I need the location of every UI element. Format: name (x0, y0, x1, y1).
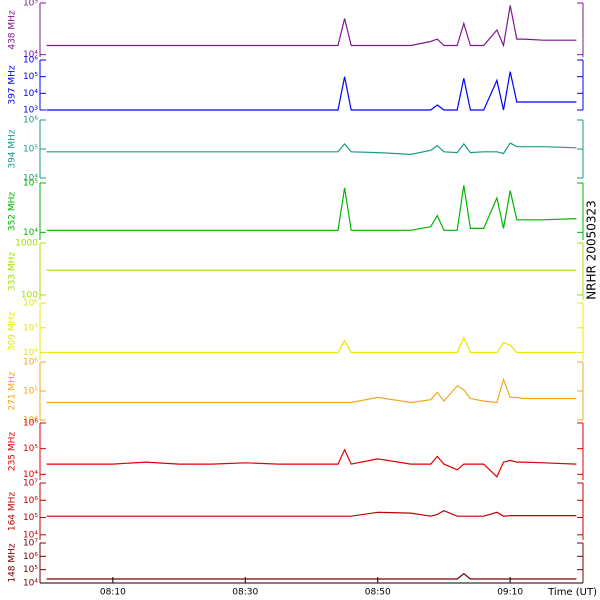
y-tick-label: 10⁵ (23, 387, 38, 397)
y-tick-label: 10⁵ (23, 444, 38, 454)
y-tick-label: 10⁶ (23, 358, 38, 368)
y-axis-label: 333 MHz (8, 252, 18, 292)
y-tick-label: 10⁴ (23, 348, 38, 358)
y-axis-label: 309 MHz (8, 312, 18, 352)
y-tick-label: 100 (21, 290, 38, 300)
y-axis-label: 438 MHz (8, 10, 18, 50)
series-line (46, 336, 577, 354)
x-tick-label: 08:10 (100, 588, 126, 598)
series-line (46, 448, 577, 478)
y-tick-label: 10⁶ (23, 496, 38, 506)
y-tick-label: 10⁶ (23, 299, 38, 309)
series-line (46, 142, 577, 156)
series-line (46, 5, 577, 48)
y-tick-label: 10⁴ (23, 174, 38, 184)
series-line (46, 510, 577, 517)
y-tick-label: 10⁴ (23, 416, 38, 426)
y-tick-label: 10⁴ (23, 470, 38, 480)
y-tick-label: 1000 (15, 239, 38, 249)
y-tick-label: 10⁴ (23, 579, 38, 589)
y-tick-label: 10⁵ (23, 72, 38, 82)
x-tick-label: 08:30 (232, 588, 258, 598)
x-tick-label: 09:10 (497, 588, 523, 598)
y-tick-label: 10⁵ (23, 145, 38, 155)
y-tick-label: 10⁶ (23, 116, 38, 126)
y-axis-label: 164 MHz (8, 492, 18, 532)
y-tick-label: 10⁵ (23, 179, 38, 189)
series-line (46, 185, 577, 231)
y-axis-label: 394 MHz (8, 129, 18, 169)
chart-title: NRHR 20050323 (585, 200, 599, 300)
x-tick-label: 08:50 (365, 588, 391, 598)
y-tick-label: 10⁷ (23, 539, 38, 549)
y-tick-label: 10⁶ (23, 552, 38, 562)
y-tick-label: 10⁵ (23, 513, 38, 523)
y-axis-label: 397 MHz (8, 65, 18, 105)
y-tick-label: 10⁵ (23, 0, 38, 9)
series-line (46, 377, 577, 404)
y-tick-label: 10³ (23, 106, 38, 116)
y-tick-label: 10⁴ (23, 50, 38, 60)
series-line (46, 572, 577, 580)
y-tick-label: 10⁵ (23, 323, 38, 333)
y-tick-label: 10⁴ (23, 530, 38, 540)
y-tick-label: 10⁷ (23, 479, 38, 489)
series-line (46, 71, 577, 111)
y-tick-label: 10⁵ (23, 565, 38, 575)
y-tick-label: 10⁶ (23, 419, 38, 429)
y-axis-label: 352 MHz (8, 192, 18, 232)
x-axis-label: Time (UT) (547, 587, 597, 598)
y-axis-label: 235 MHz (8, 432, 18, 472)
y-tick-label: 10⁴ (23, 228, 38, 238)
y-tick-label: 10⁶ (23, 56, 38, 66)
y-tick-label: 10⁴ (23, 89, 38, 99)
y-axis-label: 271 MHz (8, 371, 18, 411)
y-axis-label: 148 MHz (8, 543, 18, 583)
